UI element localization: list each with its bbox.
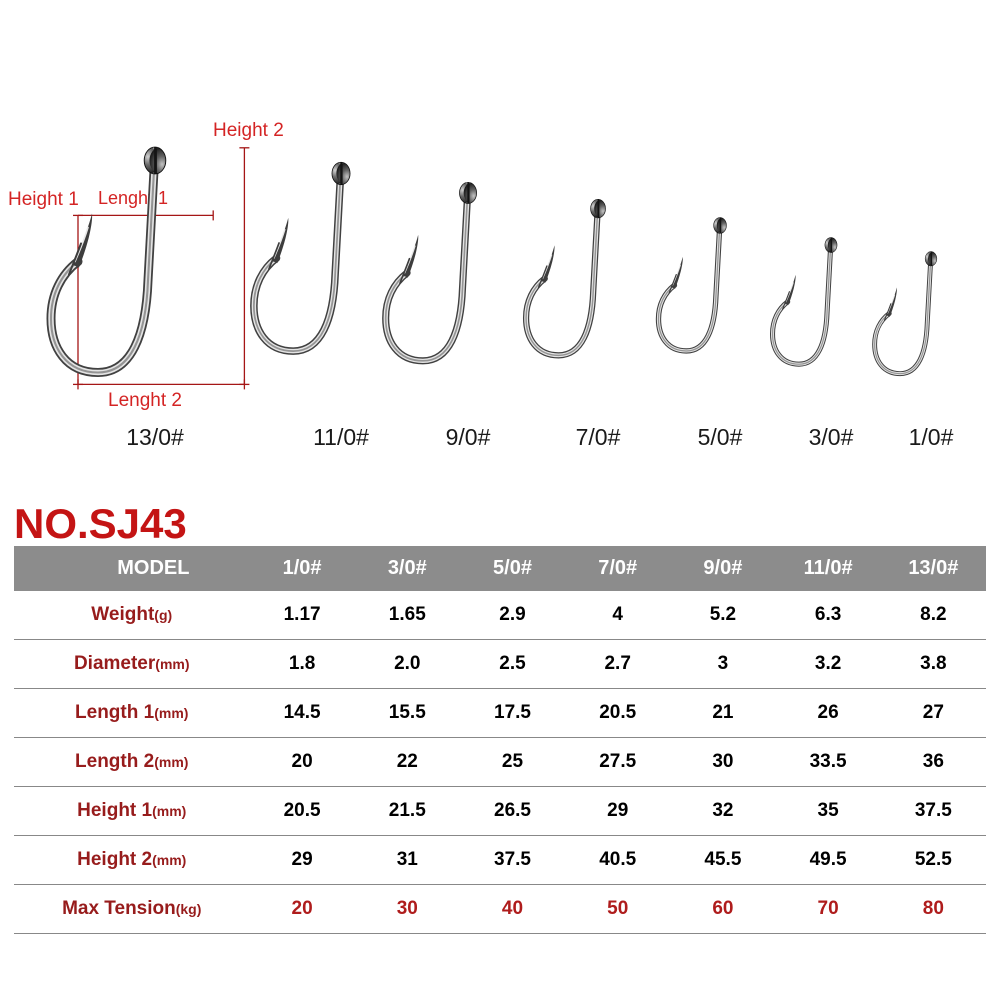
svg-text:3/0#: 3/0#: [809, 424, 854, 450]
svg-text:Lenght 1: Lenght 1: [98, 188, 168, 208]
svg-text:9/0#: 9/0#: [446, 424, 491, 450]
svg-text:Lenght 2: Lenght 2: [108, 390, 182, 411]
svg-text:1/0#: 1/0#: [909, 424, 954, 450]
svg-text:Height 1: Height 1: [8, 189, 79, 210]
svg-text:7/0#: 7/0#: [576, 424, 621, 450]
svg-text:11/0#: 11/0#: [313, 424, 369, 450]
svg-text:13/0#: 13/0#: [126, 424, 184, 450]
svg-text:Height 2: Height 2: [213, 120, 284, 141]
svg-text:5/0#: 5/0#: [698, 424, 743, 450]
